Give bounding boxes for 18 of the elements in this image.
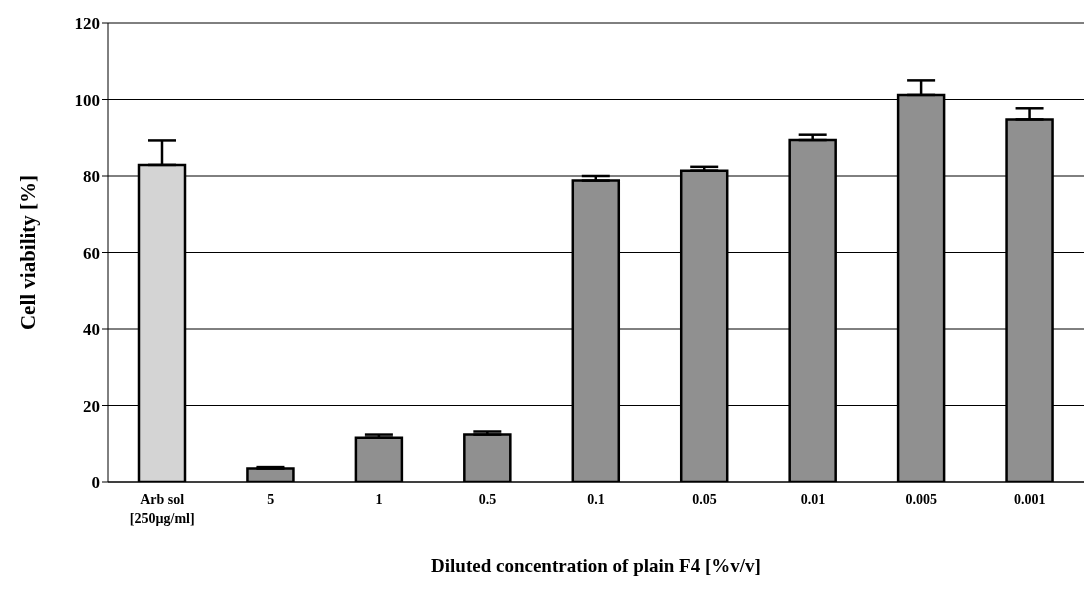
x-tick-label: 0.1 bbox=[587, 492, 605, 507]
x-axis-title: Diluted concentration of plain F4 [%v/v] bbox=[431, 555, 761, 576]
y-tick-label: 40 bbox=[83, 320, 100, 340]
x-tick-label: 1 bbox=[375, 492, 383, 507]
y-axis-title: Cell viability [%] bbox=[16, 174, 41, 331]
y-tick-label: 20 bbox=[83, 396, 100, 416]
x-tick-label: 0.005 bbox=[905, 492, 938, 507]
x-tick-label: 5 bbox=[267, 492, 275, 507]
y-tick-label: 80 bbox=[83, 167, 100, 187]
y-tick-label: 0 bbox=[91, 473, 100, 493]
x-tick-label: 0.01 bbox=[800, 492, 826, 507]
x-tick-label: 0.05 bbox=[692, 492, 717, 507]
x-tick-label: 0.001 bbox=[1014, 492, 1046, 507]
y-tick-label: 100 bbox=[74, 90, 100, 110]
x-tick-label: Arb sol [250µg/ml] bbox=[129, 492, 195, 526]
y-tick-label: 120 bbox=[74, 14, 100, 34]
y-tick-label: 60 bbox=[83, 243, 100, 263]
x-tick-label: 0.5 bbox=[478, 492, 497, 507]
